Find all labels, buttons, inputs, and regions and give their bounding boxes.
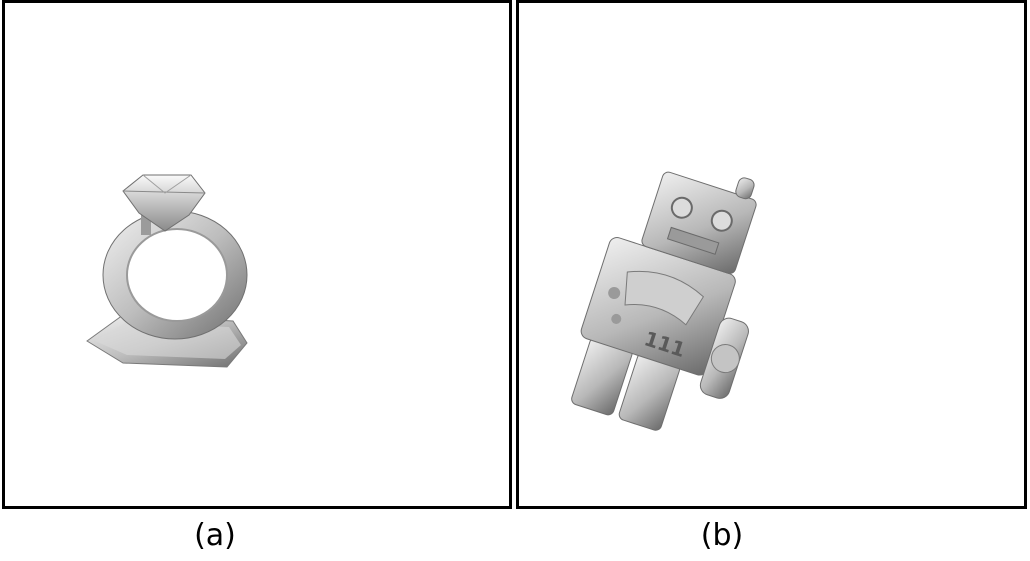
robot-head (641, 171, 757, 274)
robot-figurine-image: 111 (571, 171, 757, 431)
image-panel-b: 111 (516, 0, 1027, 509)
caption-a: (a) (194, 518, 236, 553)
ring-gem-shape (122, 174, 206, 232)
ring-figurine-image (86, 174, 248, 368)
caption-b: (b) (700, 518, 744, 553)
image-panel-a (2, 0, 512, 509)
robot-antenna (735, 177, 755, 200)
